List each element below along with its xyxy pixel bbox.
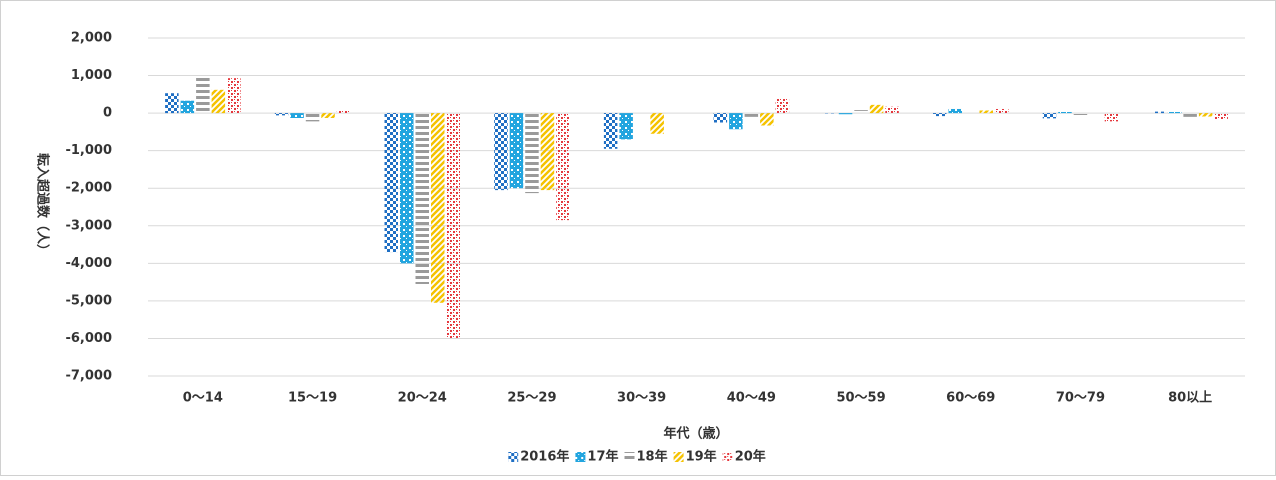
y-tick-label: -2,000 (65, 181, 112, 196)
bar (1074, 113, 1088, 115)
bar (290, 113, 304, 118)
bar (604, 113, 618, 149)
bar (447, 113, 461, 338)
bar (745, 113, 759, 117)
legend-swatch (575, 452, 585, 462)
bar (1105, 113, 1119, 121)
bar (839, 113, 853, 114)
bar (385, 113, 399, 252)
bar (181, 101, 195, 113)
legend-swatch (625, 452, 635, 462)
bar (431, 113, 445, 303)
x-axis-title: 年代（歳） (663, 426, 728, 442)
bar (870, 105, 884, 113)
bar (196, 76, 210, 114)
x-tick-label: 40～49 (727, 391, 776, 406)
legend-swatch (674, 452, 684, 462)
bar (1152, 112, 1166, 114)
bar (510, 113, 524, 188)
bar (306, 113, 320, 121)
x-tick-label: 60～69 (946, 391, 995, 406)
x-tick-label: 0～14 (183, 391, 223, 406)
bar (885, 107, 899, 113)
bar (1168, 112, 1182, 113)
x-tick-label: 70～79 (1056, 391, 1105, 406)
y-tick-label: -7,000 (65, 369, 112, 384)
x-tick-label: 25～29 (507, 391, 556, 406)
bar (525, 113, 539, 193)
x-tick-label: 20～24 (398, 391, 447, 406)
legend-label: 20年 (735, 449, 766, 465)
bar (949, 109, 963, 113)
legend-swatch (508, 452, 518, 462)
bar (212, 90, 226, 113)
bar (650, 113, 664, 134)
bar (165, 93, 179, 113)
x-tick-label: 30～39 (617, 391, 666, 406)
y-tick-label: 2,000 (71, 31, 112, 46)
bar (1214, 113, 1228, 120)
bar (541, 113, 555, 190)
y-tick-label: 0 (103, 106, 112, 121)
bar (227, 78, 241, 113)
bar (1183, 113, 1197, 117)
x-tick-label: 15～19 (288, 391, 337, 406)
y-tick-label: -4,000 (65, 256, 112, 271)
bar (619, 113, 633, 139)
bar (729, 113, 743, 129)
bar (556, 113, 570, 220)
y-tick-label: -3,000 (65, 218, 112, 233)
bar (980, 110, 994, 113)
y-tick-label: 1,000 (71, 68, 112, 83)
bar (416, 113, 430, 284)
bar (1058, 112, 1072, 113)
legend-label: 18年 (637, 449, 668, 465)
bar (995, 109, 1009, 113)
bar (714, 113, 728, 122)
bar (760, 113, 774, 125)
bar (400, 113, 414, 263)
legend-label: 19年 (686, 449, 717, 465)
bar (321, 113, 335, 118)
y-tick-label: -1,000 (65, 143, 112, 158)
y-axis-title: 転入超過数（人） (35, 153, 51, 257)
bar (494, 113, 508, 190)
bar (337, 110, 351, 113)
bar (1043, 113, 1057, 118)
legend-label: 2016年 (520, 449, 569, 465)
bar (1199, 113, 1213, 116)
bar (776, 98, 790, 113)
bar (933, 113, 947, 116)
y-tick-label: -5,000 (65, 293, 112, 308)
bar (854, 110, 868, 113)
bar (275, 113, 289, 115)
y-tick-label: -6,000 (65, 331, 112, 346)
x-tick-label: 50～59 (836, 391, 885, 406)
legend-swatch (723, 452, 733, 462)
legend-label: 17年 (587, 449, 618, 465)
x-tick-label: 80以上 (1168, 391, 1212, 406)
